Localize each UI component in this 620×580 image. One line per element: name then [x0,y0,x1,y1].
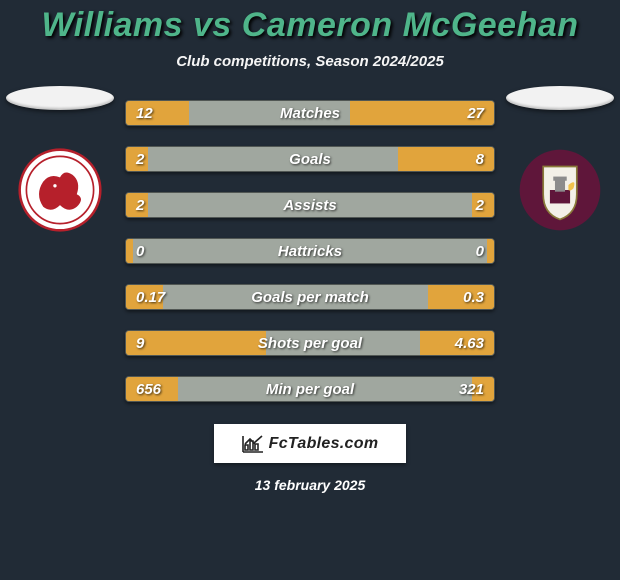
stat-value-right: 321 [459,377,484,401]
fctables-logo-text: FcTables.com [269,435,379,453]
stat-row: 9Shots per goal4.63 [125,330,495,356]
stat-row: 0.17Goals per match0.3 [125,284,495,310]
stat-row: 2Goals8 [125,146,495,172]
fctables-logo[interactable]: FcTables.com [214,424,406,463]
stat-row: 656Min per goal321 [125,376,495,402]
stat-label: Goals per match [126,285,494,309]
stat-label: Matches [126,101,494,125]
club-crest-left [18,148,102,232]
stat-label: Goals [126,147,494,171]
stat-value-right: 27 [467,101,484,125]
player-right-avatar [506,86,614,110]
stat-row: 12Matches27 [125,100,495,126]
club-crest-right [518,148,602,232]
stat-value-right: 0 [476,239,484,263]
chart-icon [242,435,264,453]
footer-date: 13 february 2025 [0,477,620,493]
stat-value-right: 2 [476,193,484,217]
player-left-avatar [6,86,114,110]
stat-rows: 12Matches272Goals82Assists20Hattricks00.… [125,92,495,402]
stat-value-right: 8 [476,147,484,171]
page-title: Williams vs Cameron McGeehan [0,0,620,45]
stat-label: Shots per goal [126,331,494,355]
stat-label: Assists [126,193,494,217]
stat-value-right: 0.3 [463,285,484,309]
stat-label: Hattricks [126,239,494,263]
stat-value-right: 4.63 [455,331,484,355]
page-subtitle: Club competitions, Season 2024/2025 [0,53,620,70]
stat-label: Min per goal [126,377,494,401]
stat-row: 0Hattricks0 [125,238,495,264]
stat-row: 2Assists2 [125,192,495,218]
comparison-chart: 12Matches272Goals82Assists20Hattricks00.… [0,92,620,402]
